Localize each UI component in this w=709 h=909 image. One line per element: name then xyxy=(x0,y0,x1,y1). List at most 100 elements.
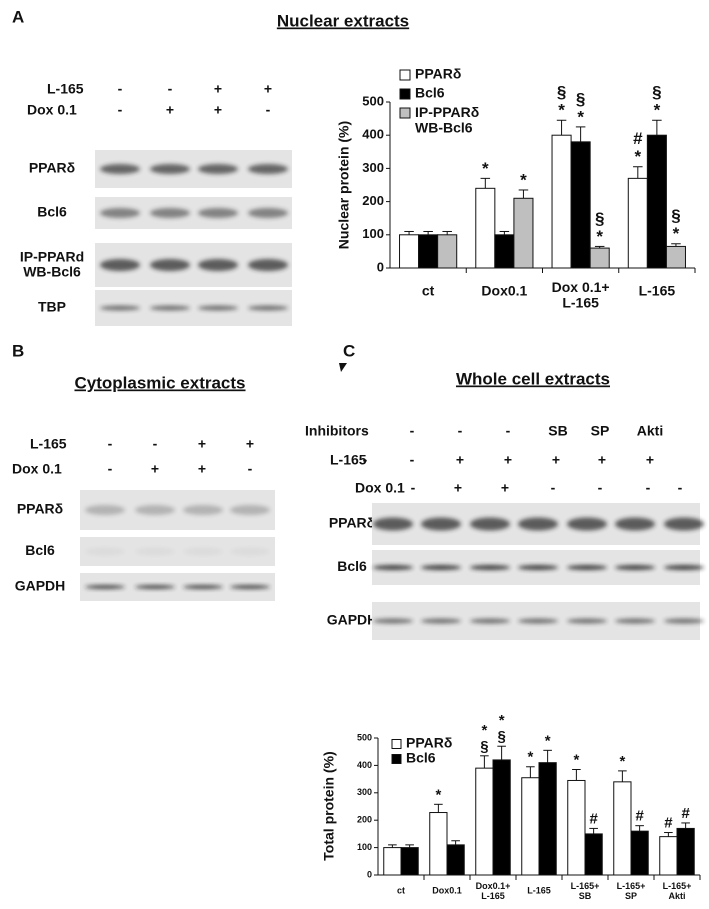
bar xyxy=(475,187,496,269)
blot-band xyxy=(518,565,558,570)
y-tick-label: 100 xyxy=(357,842,372,852)
condition-sign: Akti xyxy=(637,423,663,439)
blot-band xyxy=(150,164,190,174)
significance-mark: * xyxy=(545,732,551,749)
blot-band xyxy=(664,618,704,624)
condition-sign: - xyxy=(168,81,173,97)
x-tick-label: L-165+ SP xyxy=(617,881,646,901)
blot-label: GAPDH xyxy=(327,612,378,628)
error-bar xyxy=(664,832,673,837)
condition-sign: - xyxy=(506,423,511,439)
significance-mark: * xyxy=(596,227,603,246)
blot-label: Bcl6 xyxy=(25,542,55,558)
blot-band xyxy=(248,164,288,174)
arrow-marker xyxy=(339,363,347,372)
condition-sign: + xyxy=(504,452,512,468)
condition-sign: - xyxy=(551,480,556,496)
condition-sign: + xyxy=(454,480,462,496)
blot-band xyxy=(100,164,140,174)
blot-band xyxy=(518,517,558,531)
significance-mark: * xyxy=(654,101,661,120)
error-bar xyxy=(572,769,581,781)
y-tick-label: 0 xyxy=(367,869,372,879)
bar xyxy=(570,141,591,269)
condition-sign: + xyxy=(646,452,654,468)
condition-sign: - xyxy=(410,452,415,468)
blot-band xyxy=(421,618,461,624)
error-bar xyxy=(575,126,586,142)
error-bar xyxy=(633,166,643,179)
condition-label: Dox 0.1 xyxy=(12,461,62,477)
error-bar xyxy=(499,230,510,235)
blot-band xyxy=(664,565,704,570)
y-tick-label: 500 xyxy=(362,93,384,108)
significance-mark: § xyxy=(557,83,566,102)
bar xyxy=(437,234,458,269)
panel-label: B xyxy=(12,341,24,360)
significance-mark: § xyxy=(671,206,680,225)
significance-mark: * xyxy=(499,712,505,729)
blot-band xyxy=(470,618,510,624)
significance-mark: * xyxy=(635,147,642,166)
legend-label: Bcl6 xyxy=(415,85,445,101)
error-bar xyxy=(681,822,690,829)
y-tick-label: 100 xyxy=(362,226,384,241)
condition-sign: + xyxy=(246,436,254,452)
blot-band xyxy=(100,259,140,271)
blot-band xyxy=(150,259,190,271)
blot-band xyxy=(373,565,413,570)
y-tick-label: 300 xyxy=(357,787,372,797)
panel-title: Cytoplasmic extracts xyxy=(74,373,245,392)
error-bar xyxy=(434,803,443,813)
blot-band xyxy=(135,505,175,515)
blot-band xyxy=(100,208,140,218)
condition-sign: - xyxy=(248,461,253,477)
bar xyxy=(676,827,695,876)
bar xyxy=(475,767,494,876)
bar xyxy=(383,847,402,876)
blot-band xyxy=(198,259,238,271)
condition-sign: - xyxy=(118,81,123,97)
blot-label: PPARδ xyxy=(29,160,75,176)
blot-band xyxy=(373,618,413,624)
condition-sign: + xyxy=(598,452,606,468)
blot-band xyxy=(135,547,175,556)
bar xyxy=(646,134,667,269)
blot-band xyxy=(85,585,125,589)
blot-band xyxy=(567,565,607,570)
blot-label: TBP xyxy=(38,299,66,315)
legend-swatch xyxy=(391,739,402,749)
condition-sign: + xyxy=(198,436,206,452)
x-tick-label: Dox0.1 xyxy=(481,283,527,299)
significance-mark: * xyxy=(619,753,625,770)
blot-band xyxy=(567,517,607,531)
significance-mark: § xyxy=(652,83,661,102)
y-tick-label: 500 xyxy=(357,732,372,742)
error-bar xyxy=(405,844,414,848)
legend-label: IP-PPARδ WB-Bcl6 xyxy=(415,104,479,135)
y-tick-label: 300 xyxy=(362,160,384,175)
blot-band xyxy=(198,164,238,174)
x-tick-label: L-165+ Akti xyxy=(663,881,692,901)
x-tick-label: L-165 xyxy=(639,283,676,299)
blot-label: Bcl6 xyxy=(37,204,67,220)
condition-sign: + xyxy=(214,102,222,118)
blot-band xyxy=(470,565,510,570)
condition-sign: + xyxy=(552,452,560,468)
bar xyxy=(659,836,678,876)
bar xyxy=(551,134,572,269)
blot-label: IP-PPARd WB-Bcl6 xyxy=(20,248,84,279)
y-axis-label: Total protein (%) xyxy=(321,751,337,860)
condition-label: Dox 0.1 xyxy=(355,480,405,496)
panel-label: C xyxy=(343,341,355,360)
error-bar xyxy=(480,755,489,769)
blot-band xyxy=(421,517,461,531)
legend-swatch xyxy=(391,754,402,764)
bar xyxy=(399,234,420,269)
condition-label: L-165 xyxy=(330,452,367,468)
blot-band xyxy=(150,208,190,218)
condition-sign: + xyxy=(456,452,464,468)
significance-mark: * xyxy=(577,107,584,126)
legend-label: PPARδ xyxy=(415,66,461,82)
